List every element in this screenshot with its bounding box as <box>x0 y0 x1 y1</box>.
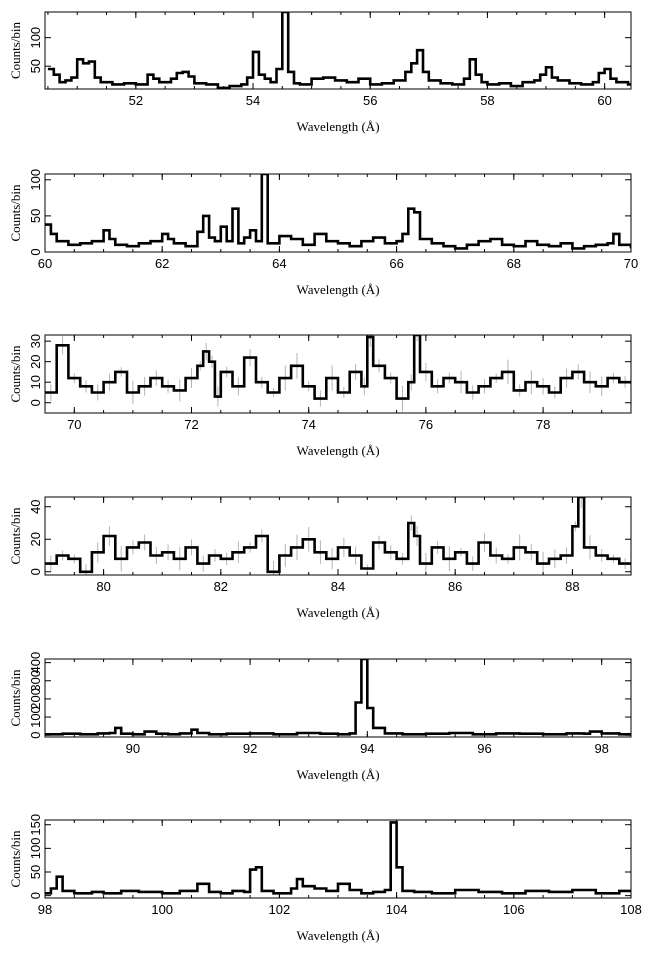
x-tick-label: 70 <box>67 417 81 432</box>
x-tick-label: 74 <box>301 417 315 432</box>
y-tick-label: 50 <box>28 59 43 73</box>
plot-frame <box>44 658 632 738</box>
x-axis-label: Wavelength (Å) <box>296 282 379 297</box>
y-tick-label: 0 <box>28 248 43 255</box>
chart-panel-4: 80 82 84 86 88 0 20 40 Wavelength (Å) Counts/bin <box>8 496 632 620</box>
y-tick-label: 0 <box>28 732 43 739</box>
spectrum-series-line <box>47 12 631 89</box>
y-tick-label: 150 <box>28 814 43 836</box>
x-axis-label: Wavelength (Å) <box>296 928 379 943</box>
x-tick-label: 104 <box>386 902 408 917</box>
x-tick-label: 86 <box>448 579 462 594</box>
x-tick-label: 72 <box>184 417 198 432</box>
x-tick-label: 60 <box>38 256 52 271</box>
x-tick-label: 92 <box>243 741 257 756</box>
y-tick-label: 20 <box>28 354 43 368</box>
x-tick-label: 100 <box>151 902 173 917</box>
x-tick-label: 54 <box>246 93 260 108</box>
x-tick-label: 68 <box>507 256 521 271</box>
x-tick-label: 106 <box>503 902 525 917</box>
x-tick-label: 96 <box>477 741 491 756</box>
y-tick-label: 50 <box>28 865 43 879</box>
y-axis-label: Counts/bin <box>8 21 23 79</box>
x-axis-label: Wavelength (Å) <box>296 119 379 134</box>
spectrum-series-line <box>45 335 631 400</box>
x-tick-label: 98 <box>38 902 52 917</box>
x-tick-label: 102 <box>269 902 291 917</box>
plot-frame <box>44 11 632 90</box>
y-tick-label: 0 <box>28 568 43 575</box>
spectrum-series-line <box>45 659 631 736</box>
x-tick-label: 66 <box>389 256 403 271</box>
y-tick-label: 300 <box>28 670 43 692</box>
chart-panel-6: 98 100 102 104 106 108 0 50 100 150 Wavelength (Å)… <box>8 814 642 943</box>
x-tick-label: 78 <box>536 417 550 432</box>
y-tick-label: 30 <box>28 334 43 348</box>
chart-panel-1: 52 54 56 58 60 50 100 Wavelength (Å) Counts/bin <box>8 11 632 134</box>
y-tick-label: 40 <box>28 500 43 514</box>
x-axis-label: Wavelength (Å) <box>296 767 379 782</box>
x-tick-label: 98 <box>594 741 608 756</box>
x-tick-label: 84 <box>331 579 345 594</box>
x-tick-label: 70 <box>624 256 638 271</box>
y-tick-label: 0 <box>28 892 43 899</box>
x-axis-label: Wavelength (Å) <box>296 443 379 458</box>
spectrum-series-line <box>45 174 631 250</box>
y-tick-label: 200 <box>28 688 43 710</box>
y-axis-label: Counts/bin <box>8 184 23 242</box>
y-tick-label: 50 <box>28 209 43 223</box>
y-tick-label: 400 <box>28 652 43 674</box>
y-axis-label: Counts/bin <box>8 669 23 727</box>
y-tick-label: 100 <box>28 169 43 191</box>
y-tick-label: 100 <box>28 838 43 860</box>
x-tick-label: 56 <box>363 93 377 108</box>
y-tick-label: 100 <box>28 706 43 728</box>
error-bars <box>50 335 626 412</box>
x-tick-label: 64 <box>272 256 286 271</box>
y-tick-label: 100 <box>28 27 43 49</box>
x-tick-label: 62 <box>155 256 169 271</box>
y-tick-label: 20 <box>28 532 43 546</box>
x-tick-label: 88 <box>565 579 579 594</box>
y-axis-label: Counts/bin <box>8 345 23 403</box>
chart-panel-3: 70 72 74 76 78 0 10 20 30 Wavelength (Å) Counts/bi… <box>8 334 632 458</box>
x-tick-label: 108 <box>620 902 642 917</box>
spectrum-series-line <box>45 821 631 895</box>
x-tick-label: 58 <box>480 93 494 108</box>
x-tick-label: 90 <box>126 741 140 756</box>
y-axis-label: Counts/bin <box>8 507 23 565</box>
y-tick-label: 10 <box>28 375 43 389</box>
y-tick-label: 0 <box>28 399 43 406</box>
x-tick-label: 82 <box>214 579 228 594</box>
x-tick-label: 76 <box>419 417 433 432</box>
x-axis-label: Wavelength (Å) <box>296 605 379 620</box>
spectrum-series-line <box>45 497 631 574</box>
x-tick-label: 60 <box>597 93 611 108</box>
chart-panel-2: 60 62 64 66 68 70 0 50 100 Wavelength (Å) Counts/b… <box>8 169 638 297</box>
x-tick-label: 80 <box>96 579 110 594</box>
x-tick-label: 52 <box>129 93 143 108</box>
x-tick-label: 94 <box>360 741 374 756</box>
y-axis-label: Counts/bin <box>8 830 23 888</box>
